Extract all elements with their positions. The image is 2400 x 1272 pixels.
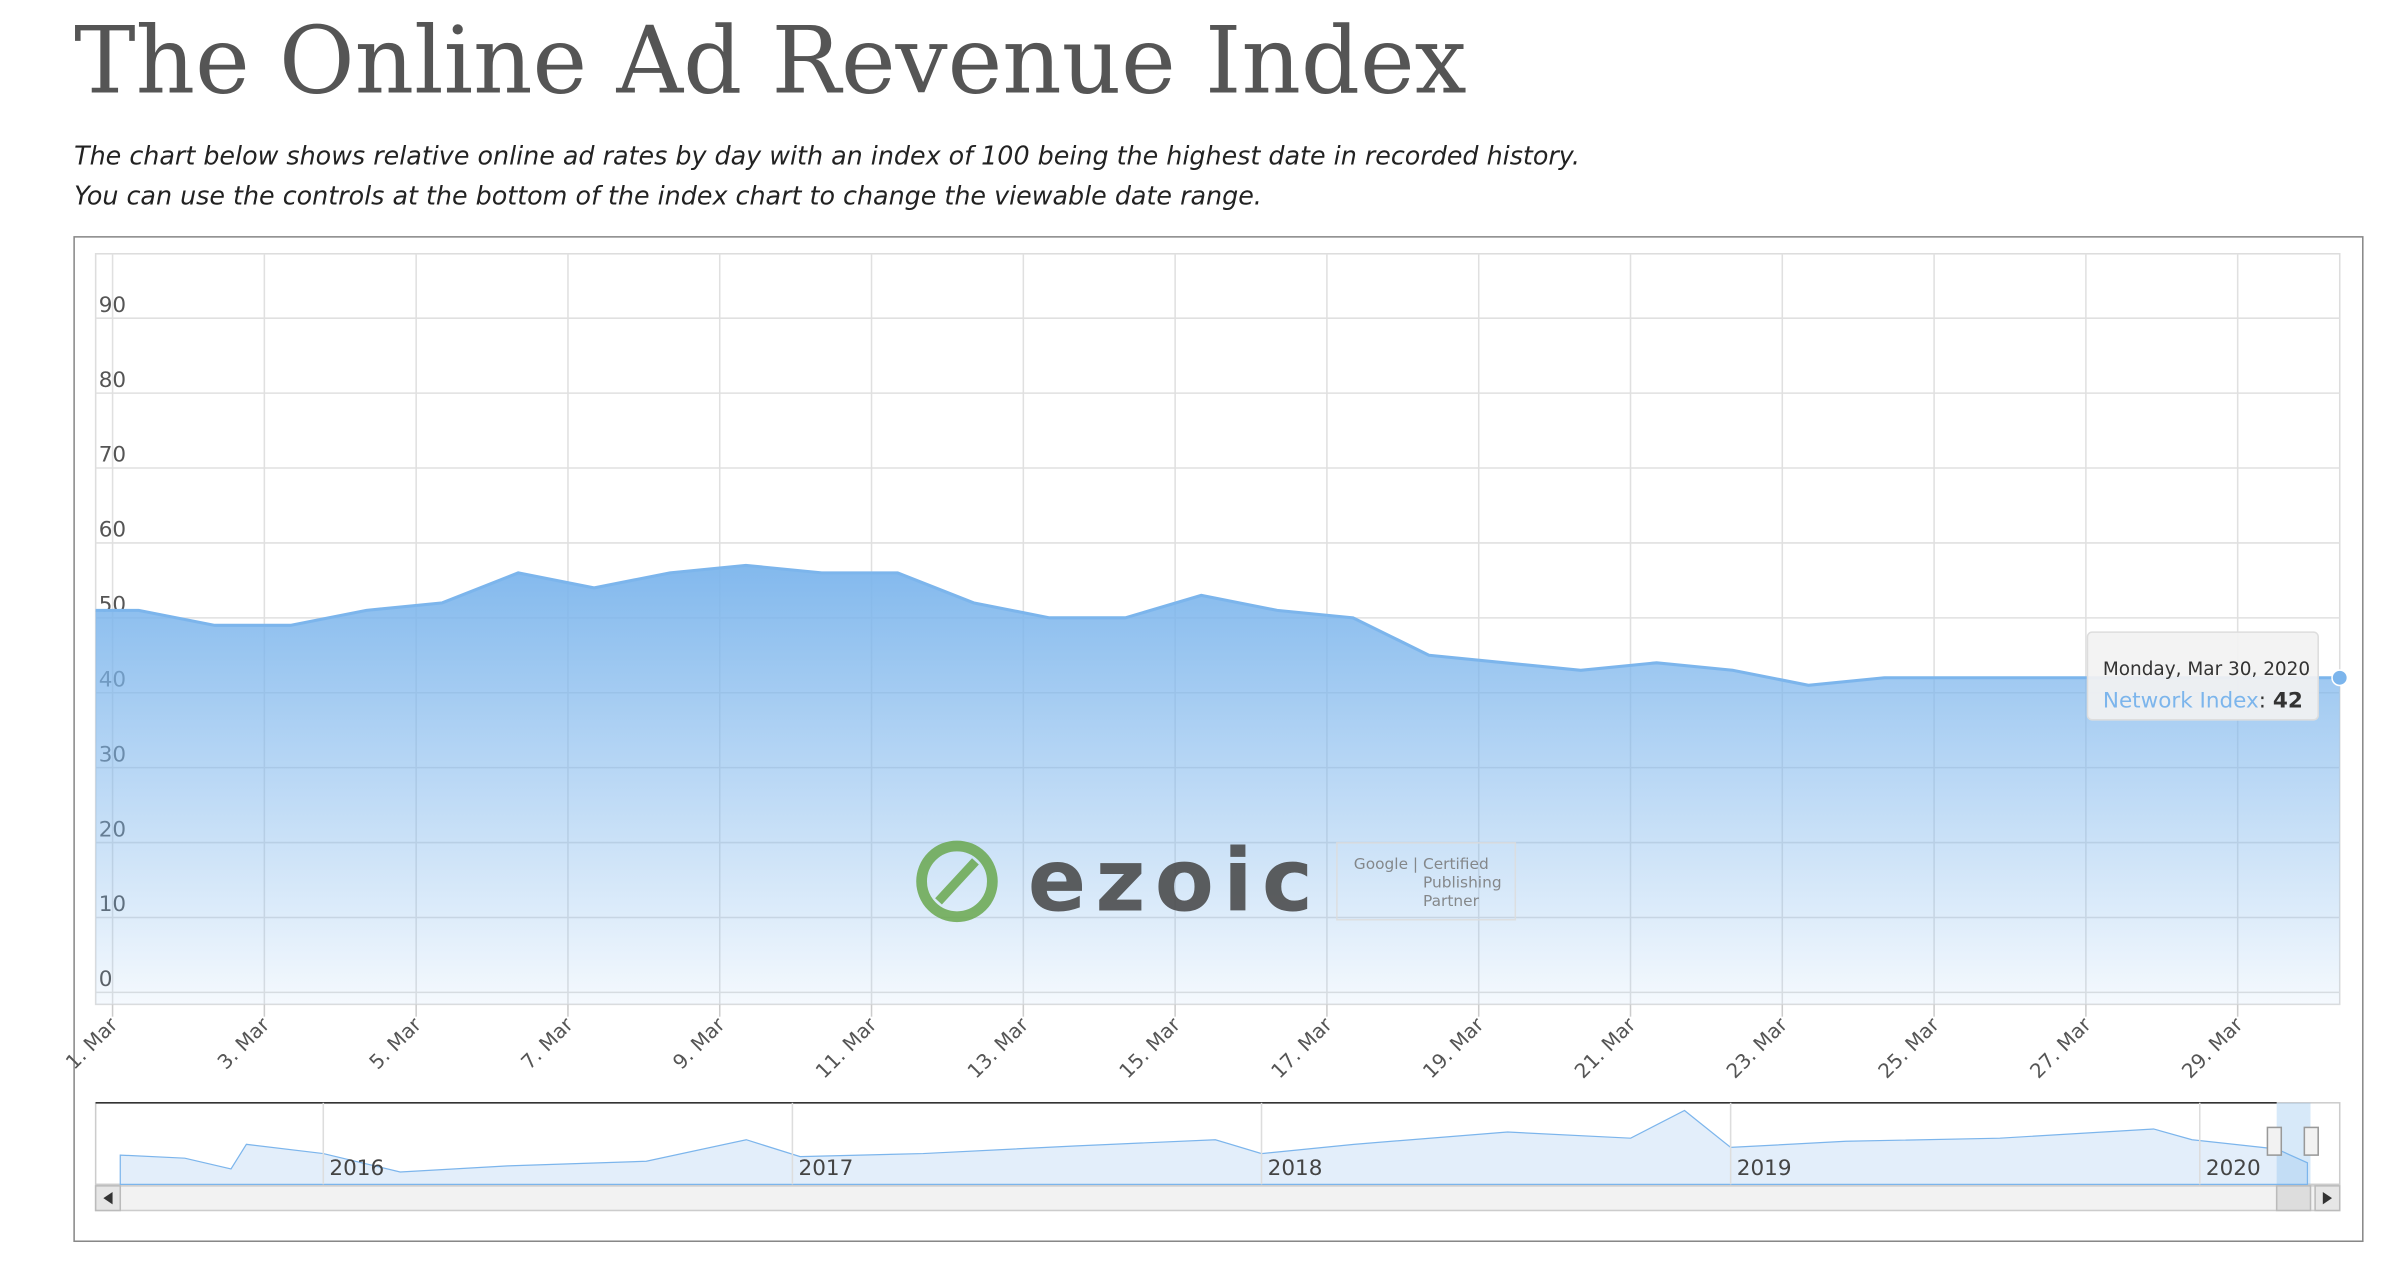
tooltip-box [2086,631,2319,721]
line [95,563,2340,687]
scroll-thumb[interactable] [2275,1185,2312,1212]
title: The Online Ad Revenue Index [74,6,1467,114]
navigator-label: 2017 [799,1156,854,1181]
logo-icon [916,840,998,923]
badge-text: Partner [1423,892,1480,910]
navigator-series [119,1109,2309,1185]
tooltip-header: Monday, Mar 30, 2020 [2103,659,2310,680]
navigator-label: 2019 [1737,1156,1792,1181]
navigator-handle[interactable] [2303,1126,2319,1156]
watermark: ezoic Google | Certified Publishing Part… [916,832,1517,932]
navigator-label: 2020 [2206,1156,2261,1181]
badge-text: Google | Certified [1354,855,1489,873]
logo-icon [935,858,979,905]
navigator-label: 2018 [1268,1156,1323,1181]
tooltip-value: 42 [2273,689,2303,714]
area [95,565,2340,1005]
brand: ezoic [1028,832,1322,932]
point [2331,669,2349,687]
scrollbar[interactable] [94,1185,2341,1212]
arrow [103,1192,113,1205]
navigator: 2016 2017 2018 2019 2020 [94,1102,2341,1212]
badge [1336,842,1517,921]
tooltip-sep: : [2259,689,2266,714]
subtitle: The chart below shows relative online ad… [74,141,1580,171]
arrow [2322,1192,2333,1205]
tooltip-row: Network Index: 42 [2103,689,2303,714]
badge-text: Publishing [1423,873,1502,891]
navigator-handle[interactable] [2266,1126,2283,1156]
tooltip: Monday, Mar 30, 2020 Network Index: 42 [2086,631,2319,721]
subtitle: You can use the controls at the bottom o… [74,181,1262,211]
navigator-label: 2016 [329,1156,384,1181]
tooltip-series: Network Index [2103,689,2259,714]
